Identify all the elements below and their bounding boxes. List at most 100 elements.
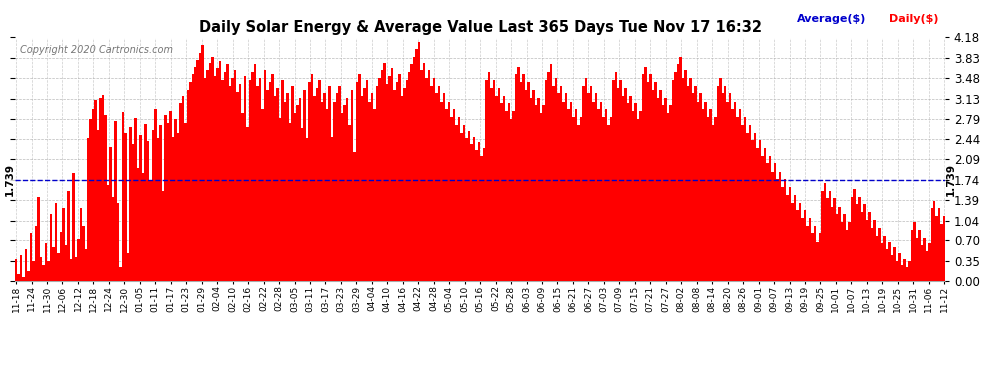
- Bar: [562, 102, 564, 281]
- Bar: [651, 90, 654, 281]
- Bar: [251, 72, 253, 281]
- Bar: [714, 117, 717, 281]
- Bar: [632, 111, 635, 281]
- Bar: [535, 105, 538, 281]
- Bar: [661, 105, 664, 281]
- Bar: [145, 124, 147, 281]
- Bar: [774, 164, 776, 281]
- Bar: [836, 214, 839, 281]
- Bar: [923, 237, 926, 281]
- Bar: [664, 98, 667, 281]
- Bar: [656, 98, 659, 281]
- Bar: [321, 102, 324, 281]
- Bar: [587, 93, 590, 281]
- Bar: [99, 98, 102, 281]
- Bar: [147, 141, 149, 281]
- Bar: [363, 88, 365, 281]
- Bar: [839, 207, 841, 281]
- Bar: [748, 125, 751, 281]
- Bar: [443, 93, 446, 281]
- Bar: [620, 80, 622, 281]
- Bar: [301, 129, 304, 281]
- Bar: [135, 118, 137, 281]
- Bar: [635, 104, 637, 281]
- Bar: [863, 204, 866, 281]
- Bar: [450, 117, 452, 281]
- Bar: [460, 132, 462, 281]
- Bar: [684, 70, 687, 281]
- Bar: [319, 80, 321, 281]
- Bar: [130, 127, 132, 281]
- Bar: [543, 105, 545, 281]
- Bar: [791, 202, 794, 281]
- Bar: [687, 86, 689, 281]
- Bar: [938, 209, 940, 281]
- Bar: [824, 183, 826, 281]
- Bar: [266, 90, 268, 281]
- Bar: [630, 96, 632, 281]
- Bar: [383, 63, 385, 281]
- Bar: [132, 144, 135, 281]
- Bar: [856, 204, 858, 281]
- Bar: [375, 86, 378, 281]
- Bar: [617, 88, 620, 281]
- Bar: [156, 138, 159, 281]
- Bar: [421, 70, 423, 281]
- Bar: [804, 210, 806, 281]
- Bar: [457, 117, 460, 281]
- Bar: [742, 125, 743, 281]
- Bar: [843, 214, 845, 281]
- Bar: [431, 86, 433, 281]
- Bar: [416, 49, 418, 281]
- Bar: [276, 88, 278, 281]
- Bar: [559, 86, 562, 281]
- Bar: [669, 105, 672, 281]
- Bar: [388, 76, 391, 281]
- Bar: [722, 93, 724, 281]
- Bar: [906, 267, 908, 281]
- Bar: [637, 119, 640, 281]
- Bar: [227, 64, 229, 281]
- Bar: [490, 88, 493, 281]
- Bar: [324, 93, 326, 281]
- Bar: [462, 125, 465, 281]
- Bar: [814, 226, 816, 281]
- Bar: [500, 104, 503, 281]
- Bar: [505, 111, 508, 281]
- Bar: [552, 86, 554, 281]
- Bar: [819, 233, 821, 281]
- Bar: [40, 257, 43, 281]
- Bar: [115, 121, 117, 281]
- Bar: [179, 104, 181, 281]
- Bar: [104, 115, 107, 281]
- Bar: [452, 109, 455, 281]
- Bar: [77, 239, 79, 281]
- Bar: [331, 136, 334, 281]
- Bar: [916, 237, 918, 281]
- Bar: [540, 113, 543, 281]
- Bar: [234, 70, 237, 281]
- Bar: [622, 96, 625, 281]
- Bar: [50, 214, 52, 281]
- Bar: [142, 173, 145, 281]
- Bar: [841, 222, 843, 281]
- Bar: [503, 96, 505, 281]
- Bar: [455, 125, 457, 281]
- Bar: [207, 70, 209, 281]
- Bar: [585, 78, 587, 281]
- Bar: [52, 248, 54, 281]
- Bar: [886, 249, 888, 281]
- Bar: [821, 191, 824, 281]
- Bar: [378, 78, 380, 281]
- Bar: [729, 93, 732, 281]
- Bar: [391, 68, 393, 281]
- Bar: [642, 74, 644, 281]
- Bar: [911, 230, 913, 281]
- Bar: [724, 86, 727, 281]
- Bar: [717, 86, 719, 281]
- Bar: [263, 70, 266, 281]
- Bar: [694, 86, 697, 281]
- Bar: [398, 74, 401, 281]
- Bar: [853, 189, 856, 281]
- Bar: [30, 233, 33, 281]
